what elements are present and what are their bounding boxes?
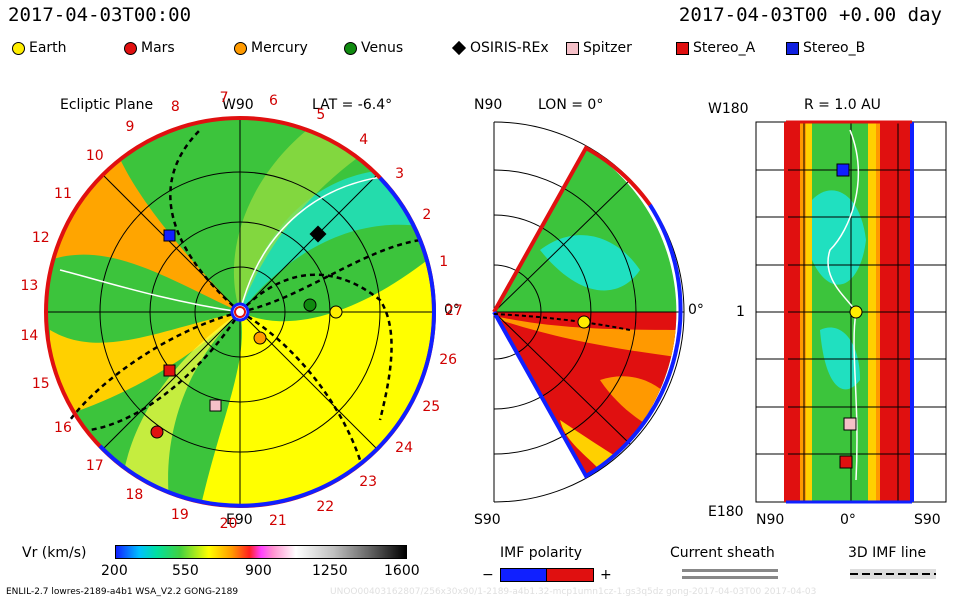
legend-item-mercury: Mercury xyxy=(234,40,308,56)
ecliptic-zero-label: 0° xyxy=(444,302,460,318)
imf-3d-swatch xyxy=(850,569,936,579)
meridional-boundary-blue xyxy=(492,203,683,479)
spitzer-marker xyxy=(209,399,222,412)
imf-plus-label: + xyxy=(600,567,612,583)
sphere-sheath-line xyxy=(827,129,859,481)
colorbar-tick-550: 550 xyxy=(172,563,199,579)
imf-positive-swatch xyxy=(546,568,594,582)
legend-item-osiris-rex: OSIRIS-REx xyxy=(451,40,549,56)
rotation-number-14: 14 xyxy=(20,327,39,344)
rotation-number-9: 9 xyxy=(125,118,135,135)
legend-item-venus: Venus xyxy=(344,40,403,56)
mercury-icon xyxy=(234,41,247,55)
meridional-s90-label: S90 xyxy=(474,512,501,528)
meridional-earth-marker xyxy=(577,315,591,329)
rotation-number-23: 23 xyxy=(359,473,378,490)
rotation-number-17: 17 xyxy=(85,457,104,474)
ecliptic-spiral-lines xyxy=(69,129,421,461)
stereo-a-marker xyxy=(163,364,176,377)
legend-item-stereo-a: Stereo_A xyxy=(676,40,755,56)
colorbar-tick-1600: 1600 xyxy=(384,563,420,579)
legend-item-mars: Mars xyxy=(124,40,175,56)
colorbar-tick-1250: 1250 xyxy=(312,563,348,579)
rotation-number-1: 1 xyxy=(439,253,449,270)
imf-negative-swatch xyxy=(500,568,547,582)
rotation-number-19: 19 xyxy=(170,507,189,524)
rotation-number-20: 20 xyxy=(219,515,238,532)
rotation-number-11: 11 xyxy=(54,185,72,202)
rotation-number-16: 16 xyxy=(54,420,72,437)
sphere-e180-label: E180 xyxy=(708,504,744,520)
sphere-stereo-a-marker xyxy=(839,455,853,469)
imf-polarity-label: IMF polarity xyxy=(500,545,583,561)
sphere-r-label: R = 1.0 AU xyxy=(804,97,881,113)
venus-marker xyxy=(303,298,317,312)
earth-icon xyxy=(12,41,25,55)
imf-3d-label: 3D IMF line xyxy=(848,545,927,561)
meridional-n90-label: N90 xyxy=(474,97,503,113)
meridional-velocity-field xyxy=(494,148,677,476)
ecliptic-title: Ecliptic Plane xyxy=(60,97,154,113)
ecliptic-lat-label: LAT = -6.4° xyxy=(312,97,393,113)
mercury-marker xyxy=(253,331,267,345)
spitzer-icon xyxy=(566,41,579,55)
rotation-number-13: 13 xyxy=(20,278,39,295)
ecliptic-w90-label: W90 xyxy=(222,97,254,113)
rotation-number-10: 10 xyxy=(85,148,104,165)
sphere-s90-label: S90 xyxy=(914,512,941,528)
stereo-b-marker xyxy=(163,229,176,242)
footer-run-info: ENLIL-2.7 lowres-2189-a4b1 WSA_V2.2 GONG… xyxy=(6,587,239,597)
legend-item-earth: Earth xyxy=(12,40,67,56)
rotation-number-6: 6 xyxy=(268,93,278,110)
rotation-number-22: 22 xyxy=(316,498,335,515)
sphere-one-label: 1 xyxy=(736,304,745,320)
colorbar-tick-900: 900 xyxy=(245,563,272,579)
imf-minus-label: − xyxy=(482,567,494,583)
colorbar-tick-200: 200 xyxy=(101,563,128,579)
rotation-number-21: 21 xyxy=(268,512,287,529)
left-timestamp: 2017-04-03T00:00 xyxy=(8,4,192,26)
right-timestamp: 2017-04-03T00 +0.00 day xyxy=(678,4,942,26)
sphere-earth-marker xyxy=(849,305,863,319)
rotation-number-8: 8 xyxy=(170,98,180,115)
rotation-number-24: 24 xyxy=(395,439,413,456)
ecliptic-e90-label: E90 xyxy=(226,512,253,528)
mars-marker xyxy=(150,425,164,439)
legend-item-spitzer: Spitzer xyxy=(566,40,632,56)
ecliptic-sheath-lines xyxy=(59,174,401,313)
stereo-b-icon xyxy=(786,41,799,55)
meridional-lon-label: LON = 0° xyxy=(538,97,604,113)
rotation-number-3: 3 xyxy=(395,166,405,183)
rotation-number-2: 2 xyxy=(422,207,432,224)
stereo-a-icon xyxy=(676,41,689,55)
rotation-number-5: 5 xyxy=(316,107,326,124)
rotation-number-15: 15 xyxy=(31,375,50,392)
colorbar xyxy=(115,545,407,559)
meridional-zero-label: 0° xyxy=(688,302,704,318)
current-sheath-label: Current sheath xyxy=(670,545,775,561)
footer-watermark: UNOO00403162807/256x30x90/1-2189-a4b1.32… xyxy=(330,587,817,597)
rotation-number-12: 12 xyxy=(31,230,50,247)
rotation-number-18: 18 xyxy=(125,487,144,504)
rotation-number-4: 4 xyxy=(359,132,369,149)
rotation-number-7: 7 xyxy=(219,90,229,107)
legend-item-stereo-b: Stereo_B xyxy=(786,40,865,56)
ecliptic-boundary-blue xyxy=(98,311,436,508)
rotation-number-25: 25 xyxy=(422,398,441,415)
sphere-n90-label: N90 xyxy=(756,512,785,528)
sphere-w180-label: W180 xyxy=(708,101,749,117)
venus-icon xyxy=(344,41,357,55)
rotation-number-27: 27 xyxy=(445,303,463,319)
rotation-number-26: 26 xyxy=(439,352,458,369)
earth-marker xyxy=(329,305,343,319)
sphere-zero-label: 0° xyxy=(840,512,856,528)
mars-icon xyxy=(124,41,137,55)
sphere-spitzer-marker xyxy=(843,417,857,431)
sphere-stereo-b-marker xyxy=(836,163,850,177)
colorbar-label: Vr (km/s) xyxy=(22,545,87,561)
osiris-rex-marker xyxy=(309,225,327,243)
meridional-boundary-red xyxy=(492,145,652,313)
current-sheath-swatch xyxy=(682,569,778,572)
